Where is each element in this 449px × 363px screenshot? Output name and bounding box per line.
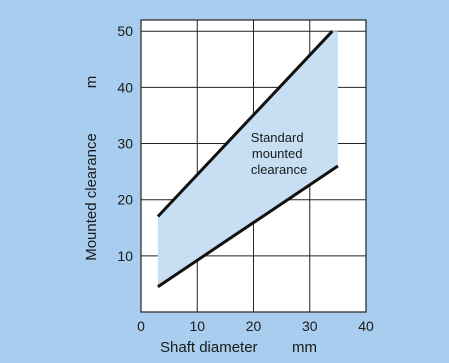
x-tick-label-20: 20 (246, 318, 262, 334)
series-line-upper (156, 30, 334, 218)
clearance-band (157, 31, 338, 287)
y-tick-label-30: 30 (117, 136, 133, 152)
y-tick-label-10: 10 (117, 248, 133, 264)
y-tick-label-40: 40 (117, 79, 133, 95)
series-lines (156, 30, 339, 288)
band-annotation-line-1: Standard (251, 130, 304, 145)
plot-frame (140, 19, 367, 313)
y-axis-label: Mounted clearance (83, 133, 100, 261)
y-axis-unit: m (83, 76, 100, 89)
y-tick-label-50: 50 (117, 23, 133, 39)
band-annotation-line-3: clearance (251, 162, 307, 177)
series-line-lower (157, 164, 339, 288)
x-tick-label-0: 0 (137, 318, 145, 334)
band-annotation-line-2: mounted (252, 146, 303, 161)
band-annotation: Standard mounted clearance (251, 130, 307, 177)
x-axis-label: Shaft diameter (160, 339, 258, 356)
clearance-band-fill (157, 31, 338, 287)
x-tick-label-30: 30 (302, 318, 318, 334)
x-tick-labels: 0 10 20 30 40 (137, 318, 374, 334)
y-tick-label-20: 20 (117, 192, 133, 208)
y-tick-labels: 10 20 30 40 50 (117, 23, 133, 264)
x-tick-label-40: 40 (358, 318, 374, 334)
x-tick-label-10: 10 (189, 318, 205, 334)
x-axis-unit: mm (292, 339, 317, 356)
